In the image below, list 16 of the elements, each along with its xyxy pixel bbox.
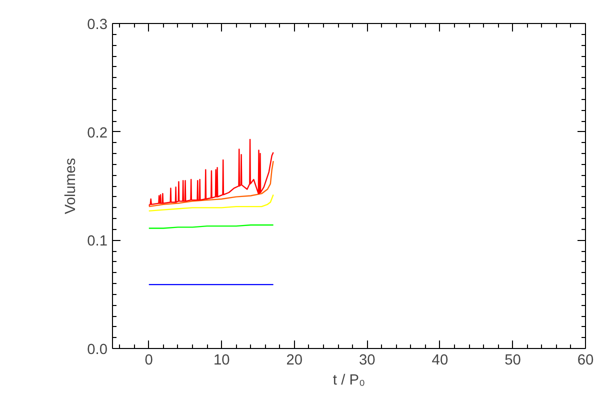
line-series — [148, 194, 274, 212]
y-tick-label: 0.1 — [87, 234, 108, 250]
y-tick-label: 0.2 — [87, 125, 108, 142]
y-tick-label: 0.3 — [87, 17, 108, 33]
y-axis-title: Volumes — [63, 158, 80, 214]
x-axis-title: t / P₀ — [332, 372, 366, 388]
x-tick-label: 10 — [214, 352, 230, 368]
y-tick-label: 0.0 — [87, 342, 108, 358]
x-tick-label: 60 — [577, 352, 594, 368]
line-series — [148, 138, 274, 206]
x-tick-label: 20 — [286, 352, 303, 368]
x-tick-label: 40 — [432, 352, 448, 368]
x-tick-label: 30 — [359, 352, 376, 368]
x-tick-label: 0 — [144, 352, 153, 368]
x-tick-label: 50 — [504, 352, 521, 368]
line-series — [148, 160, 274, 208]
